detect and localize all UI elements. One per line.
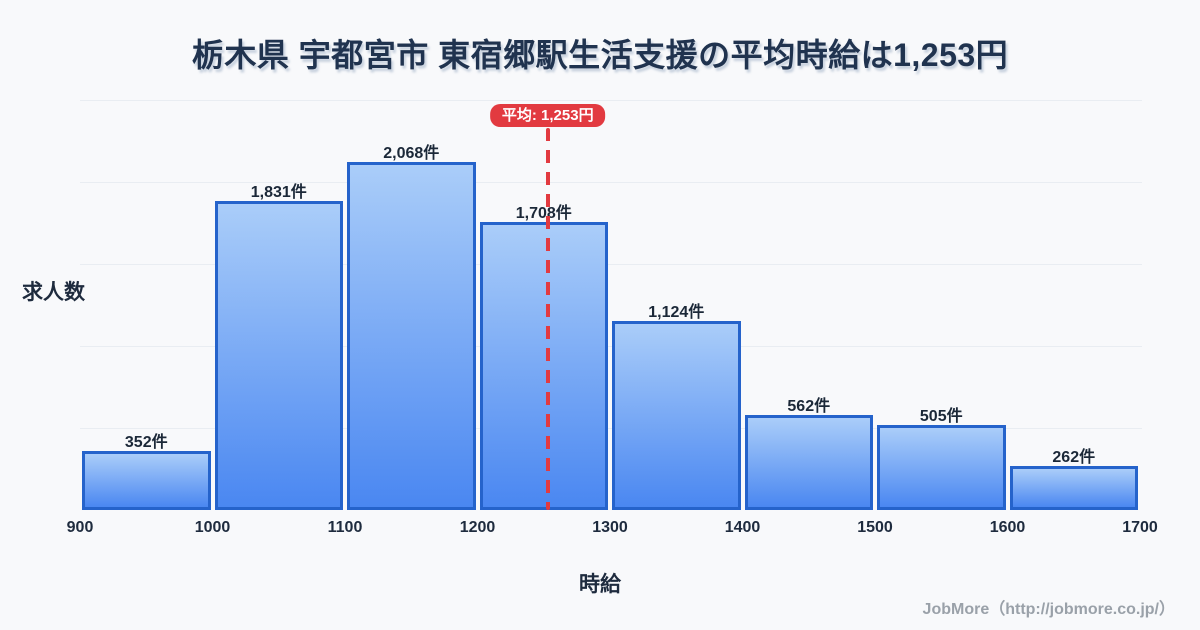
histogram-bar [877,425,1006,510]
bar-value-label: 562件 [787,398,831,415]
x-tick-label: 1700 [1122,519,1158,536]
average-line [545,128,550,510]
x-tick-label: 1600 [989,519,1026,536]
x-tick-label: 1300 [592,519,628,536]
bar-value-label: 1,124件 [648,304,705,321]
gridline [80,428,1142,429]
x-tick-label: 1100 [327,519,363,536]
bar-value-label: 262件 [1052,449,1096,466]
histogram-bar [1009,466,1138,510]
y-axis-label: 求人数 [22,281,85,304]
x-tick-label: 1400 [724,519,761,536]
x-tick-label: 1200 [459,519,496,536]
histogram-bar [214,201,343,510]
bar-value-label: 1,831件 [250,184,307,201]
x-tick-label: 900 [66,519,94,536]
gridline [80,346,1142,347]
x-axis-label: 時給 [579,573,621,596]
x-tick-label: 1000 [194,519,231,536]
histogram-bar [82,451,211,510]
footer-credit: JobMore（http://jobmore.co.jp/） [922,601,1175,618]
gridline [80,182,1142,183]
histogram-bar [347,162,476,510]
gridline [80,100,1142,101]
histogram-bar [479,222,608,510]
histogram-bar [612,321,741,510]
x-tick-label: 1500 [857,519,893,536]
chart-title: 栃木県 宇都宮市 東宿郷駅生活支援の平均時給は1,253円 [191,37,1009,73]
average-badge: 平均: 1,253円 [489,104,606,127]
bar-value-label: 505件 [919,408,963,425]
gridline [80,264,1142,265]
bar-value-label: 352件 [124,434,168,451]
bar-value-label: 2,068件 [383,145,440,162]
histogram-bar [744,415,873,510]
bar-value-label: 1,708件 [515,205,572,222]
